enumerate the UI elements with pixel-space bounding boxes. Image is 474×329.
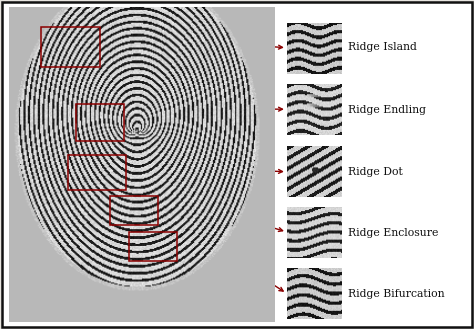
Text: Ridge Dot: Ridge Dot bbox=[348, 167, 403, 177]
Text: Ridge Enclosure: Ridge Enclosure bbox=[348, 228, 439, 238]
Text: Ridge Island: Ridge Island bbox=[348, 42, 417, 52]
Text: Ridge Endling: Ridge Endling bbox=[348, 105, 427, 114]
Text: Ridge Bifurcation: Ridge Bifurcation bbox=[348, 289, 445, 299]
